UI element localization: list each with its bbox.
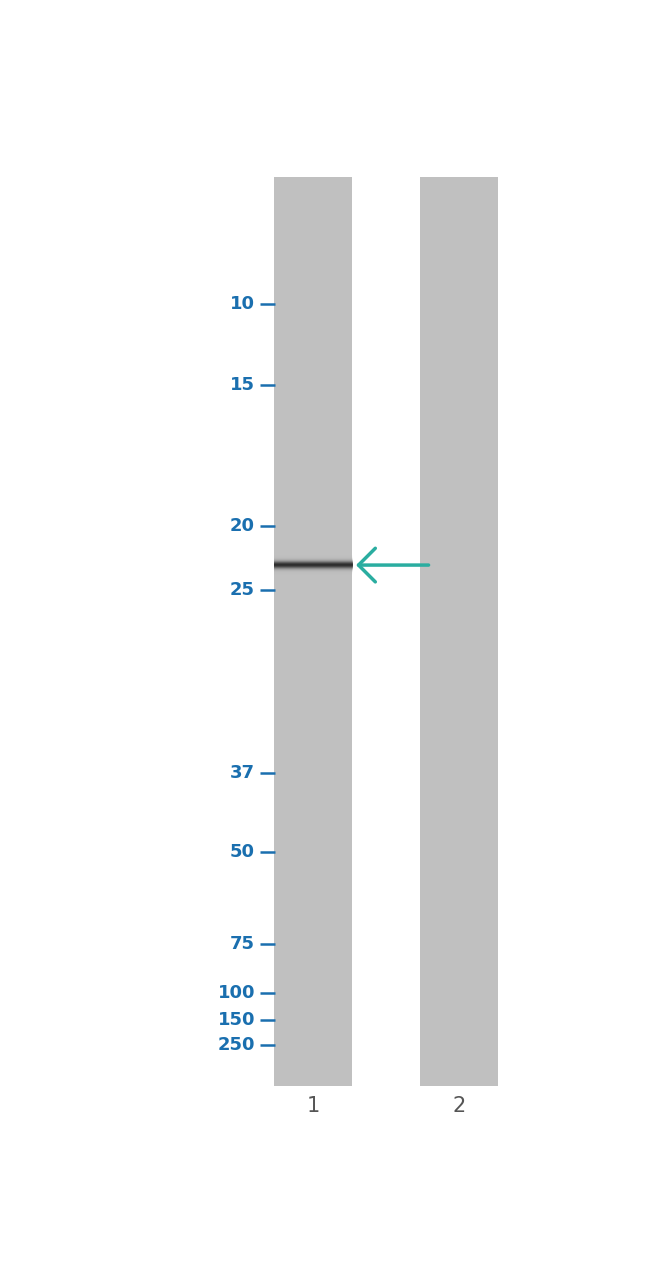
Text: 250: 250 [218,1036,255,1054]
Text: 1: 1 [306,1096,320,1116]
Text: 37: 37 [230,765,255,782]
Bar [420,177,498,1086]
Text: 15: 15 [230,376,255,394]
Text: 50: 50 [230,842,255,861]
Bar [274,177,352,1086]
Text: 100: 100 [218,984,255,1002]
Text: 150: 150 [218,1011,255,1029]
Text: 75: 75 [230,936,255,954]
Text: 20: 20 [230,517,255,535]
Text: 2: 2 [452,1096,465,1116]
Text: 25: 25 [230,580,255,598]
Text: 10: 10 [230,295,255,312]
